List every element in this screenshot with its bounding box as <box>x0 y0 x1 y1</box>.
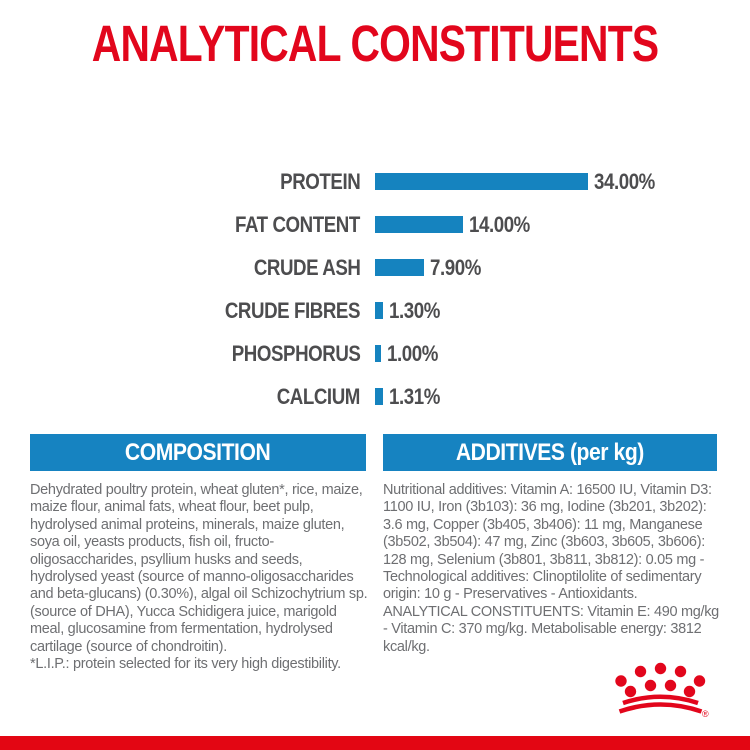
chart-row: CRUDE ASH 7.90% <box>0 246 750 289</box>
chart-row: CRUDE FIBRES 1.30% <box>0 289 750 332</box>
chart-row: PHOSPHORUS 1.00% <box>0 332 750 375</box>
composition-footnote: *L.I.P.: protein selected for its very h… <box>30 656 341 673</box>
chart-bar <box>375 216 463 233</box>
chart-row-value: 1.31% <box>389 383 440 409</box>
page-title-text: ANALYTICAL CONSTITUENTS <box>91 15 659 72</box>
royal-canin-crown-logo: ® <box>615 662 709 719</box>
composition-header: COMPOSITION <box>30 434 366 471</box>
page-title: ANALYTICAL CONSTITUENTS <box>0 16 750 72</box>
chart-row-value: 34.00% <box>594 168 655 194</box>
chart-bar <box>375 388 383 405</box>
chart-row: PROTEIN 34.00% <box>0 160 750 203</box>
analytical-chart: PROTEIN 34.00% FAT CONTENT 14.00% CRUDE ASH 7… <box>0 160 750 418</box>
composition-header-label: COMPOSITION <box>125 438 271 466</box>
chart-row-value: 14.00% <box>469 211 530 237</box>
chart-bar <box>375 259 424 276</box>
chart-row-label: CALCIUM <box>276 383 361 409</box>
chart-row-label: PHOSPHORUS <box>231 340 360 366</box>
additives-header-label: ADDITIVES (per kg) <box>455 438 645 466</box>
chart-row-value: 1.00% <box>387 340 438 366</box>
footer-red-bar <box>0 736 750 750</box>
chart-row-label: FAT CONTENT <box>235 211 360 237</box>
additives-column: Nutritional additives: Vitamin A: 16500 … <box>383 482 721 656</box>
chart-row-label: CRUDE FIBRES <box>224 297 361 323</box>
chart-bar <box>375 173 588 190</box>
additives-header: ADDITIVES (per kg) <box>383 434 717 471</box>
additives-analytical-text: ANALYTICAL CONSTITUENTS: Vitamin E: 490 … <box>383 603 719 655</box>
chart-row-label: CRUDE ASH <box>253 254 360 280</box>
composition-text: Dehydrated poultry protein, wheat gluten… <box>30 482 368 655</box>
chart-bar <box>375 345 381 362</box>
chart-row: CALCIUM 1.31% <box>0 375 750 418</box>
chart-bar <box>375 302 383 319</box>
chart-row-value: 1.30% <box>389 297 440 323</box>
registered-mark: ® <box>702 709 709 719</box>
additives-text: Nutritional additives: Vitamin A: 16500 … <box>383 482 712 603</box>
chart-row: FAT CONTENT 14.00% <box>0 203 750 246</box>
chart-row-label: PROTEIN <box>279 168 361 194</box>
chart-row-value: 7.90% <box>430 254 481 280</box>
composition-column: Dehydrated poultry protein, wheat gluten… <box>30 482 370 673</box>
